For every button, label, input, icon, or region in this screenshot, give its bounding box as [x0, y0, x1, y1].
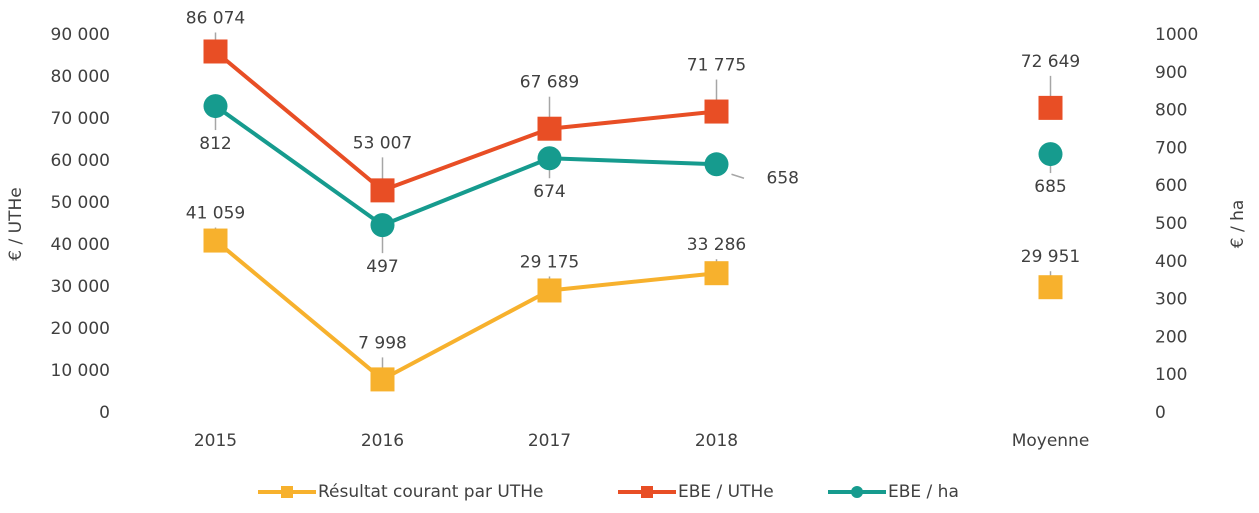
data-label: 33 286: [687, 235, 746, 255]
data-label: 29 951: [1021, 247, 1080, 267]
y2-tick-label: 400: [1155, 252, 1187, 272]
x-tick-label: 2016: [361, 431, 404, 451]
y2-tick-label: 700: [1155, 138, 1187, 158]
y-tick-label: 60 000: [51, 151, 110, 171]
marker: [1038, 275, 1063, 300]
marker: [704, 261, 729, 286]
x-tick-label: 2015: [194, 431, 237, 451]
marker: [1038, 95, 1063, 120]
y2-tick-label: 800: [1155, 101, 1187, 121]
y-tick-label: 40 000: [51, 235, 110, 255]
series-line: [216, 241, 1051, 380]
marker: [370, 213, 395, 238]
y-axis-label: € / UTHe: [6, 187, 26, 260]
data-label: 497: [366, 257, 398, 277]
data-label: 674: [533, 182, 565, 202]
marker: [704, 152, 729, 177]
marker: [203, 94, 228, 119]
data-label: 658: [767, 168, 799, 188]
series-line: [216, 51, 1051, 190]
data-label: 71 775: [687, 56, 746, 76]
data-label: 86 074: [186, 8, 245, 28]
y2-axis-label: € / ha: [1228, 200, 1248, 249]
marker: [537, 278, 562, 303]
marker: [704, 99, 729, 124]
x-tick-label: 2018: [695, 431, 738, 451]
marker: [203, 228, 228, 253]
marker: [370, 367, 395, 392]
data-label: 72 649: [1021, 52, 1080, 72]
y-tick-label: 90 000: [51, 25, 110, 45]
leader-line: [731, 173, 745, 179]
data-label: 812: [199, 134, 231, 154]
series-line: [216, 106, 1051, 225]
legend-marker: [851, 486, 863, 498]
y-tick-label: 10 000: [51, 361, 110, 381]
legend-marker: [641, 486, 653, 498]
data-label: 53 007: [353, 133, 412, 153]
data-label: 29 175: [520, 252, 579, 272]
marker: [537, 146, 562, 171]
legend-label: EBE / UTHe: [678, 482, 774, 502]
y2-tick-label: 0: [1155, 403, 1166, 423]
x-tick-label: 2017: [528, 431, 571, 451]
legend-label: EBE / ha: [888, 482, 959, 502]
y-tick-label: 0: [99, 403, 110, 423]
marker: [537, 116, 562, 141]
y-tick-label: 70 000: [51, 109, 110, 129]
y2-tick-label: 900: [1155, 63, 1187, 83]
y2-tick-label: 1000: [1155, 25, 1198, 45]
marker: [370, 178, 395, 203]
series: 41 059 7 998 29 175 33 286 29 951: [186, 204, 1080, 392]
data-label: 685: [1034, 177, 1066, 197]
y2-tick-label: 300: [1155, 290, 1187, 310]
legend-marker: [281, 486, 293, 498]
data-label: 7 998: [358, 333, 407, 353]
y-tick-label: 50 000: [51, 193, 110, 213]
legend-label: Résultat courant par UTHe: [318, 482, 543, 502]
y2-tick-label: 100: [1155, 365, 1187, 385]
y-tick-label: 30 000: [51, 277, 110, 297]
y2-tick-label: 600: [1155, 176, 1187, 196]
data-label: 67 689: [520, 73, 579, 93]
marker: [203, 39, 228, 64]
x-tick-label: Moyenne: [1012, 431, 1090, 451]
series: 812 497 674 658 685: [199, 94, 1067, 277]
data-label: 41 059: [186, 204, 245, 224]
y-tick-label: 20 000: [51, 319, 110, 339]
y2-tick-label: 200: [1155, 327, 1187, 347]
series: 86 074 53 007 67 689 71 775 72 649: [186, 8, 1080, 203]
y2-tick-label: 500: [1155, 214, 1187, 234]
marker: [1038, 142, 1063, 167]
y-tick-label: 80 000: [51, 67, 110, 87]
